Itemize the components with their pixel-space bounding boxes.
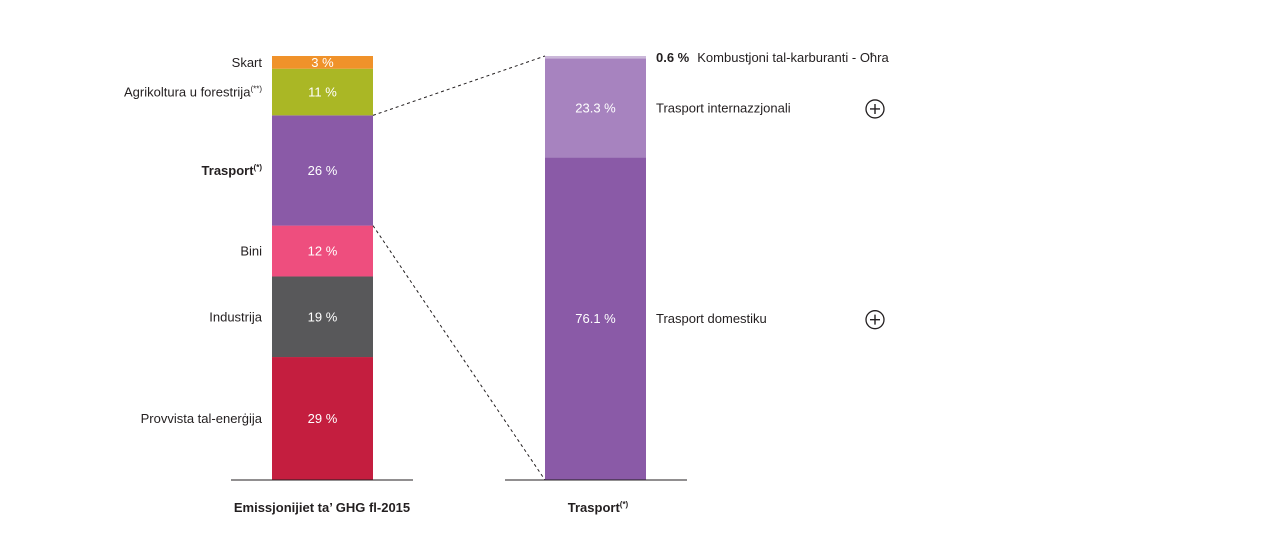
value-label-industrija: 19 % bbox=[308, 309, 338, 324]
category-label-trasport-domestiku: Trasport domestiku bbox=[656, 311, 767, 326]
category-label-trasport-internazzjonali: Trasport internazzjonali bbox=[656, 100, 791, 115]
category-label-bini: Bini bbox=[240, 244, 262, 259]
value-label-bini: 12 % bbox=[308, 244, 338, 259]
x-axis-label: Emissjonijiet ta’ GHG fl-2015 bbox=[234, 500, 410, 515]
connector-line-top bbox=[372, 55, 546, 116]
connector-line-bottom bbox=[372, 225, 546, 481]
category-label-trasport: Trasport(*) bbox=[202, 163, 263, 178]
value-label-skart: 3 % bbox=[311, 55, 334, 70]
bar-segment-trasport bbox=[272, 115, 373, 226]
bar-segment-bini bbox=[272, 225, 373, 277]
bar-segment-trasport-internazzjonali bbox=[545, 58, 646, 158]
value-label-provvista-tal-energ-ija: 29 % bbox=[308, 411, 338, 426]
bar-segment-agrikoltura-u-forestrija bbox=[272, 68, 373, 116]
bar-segment-industrija bbox=[272, 276, 373, 358]
plus-circle-icon[interactable] bbox=[865, 310, 885, 330]
category-label-provvista-tal-energ-ija: Provvista tal-enerġija bbox=[141, 411, 263, 426]
value-label-trasport: 26 % bbox=[308, 163, 338, 178]
bar-segment-skart bbox=[272, 56, 373, 69]
category-label-kombustjoni-tal-karburanti-o-ra: 0.6 % Kombustjoni tal-karburanti - Oħra bbox=[656, 50, 889, 65]
x-axis-label: Trasport(*) bbox=[568, 500, 629, 515]
value-label-trasport-domestiku: 76.1 % bbox=[575, 311, 616, 326]
category-label-industrija: Industrija bbox=[209, 309, 263, 324]
bar-segment-provvista-tal-energ-ija bbox=[272, 357, 373, 480]
plus-circle-icon[interactable] bbox=[865, 99, 885, 119]
value-label-trasport-internazzjonali: 23.3 % bbox=[575, 100, 616, 115]
value-label-agrikoltura-u-forestrija: 11 % bbox=[308, 85, 337, 100]
category-label-agrikoltura-u-forestrija: Agrikoltura u forestrija(**) bbox=[124, 85, 262, 100]
bar-segment-trasport-domestiku bbox=[545, 157, 646, 480]
value-label-kombustjoni-tal-karburanti-o-ra: 0.6 % bbox=[656, 50, 690, 65]
category-label-skart: Skart bbox=[232, 55, 263, 70]
bar-segment-kombustjoni-tal-karburanti-o-ra bbox=[545, 56, 646, 59]
